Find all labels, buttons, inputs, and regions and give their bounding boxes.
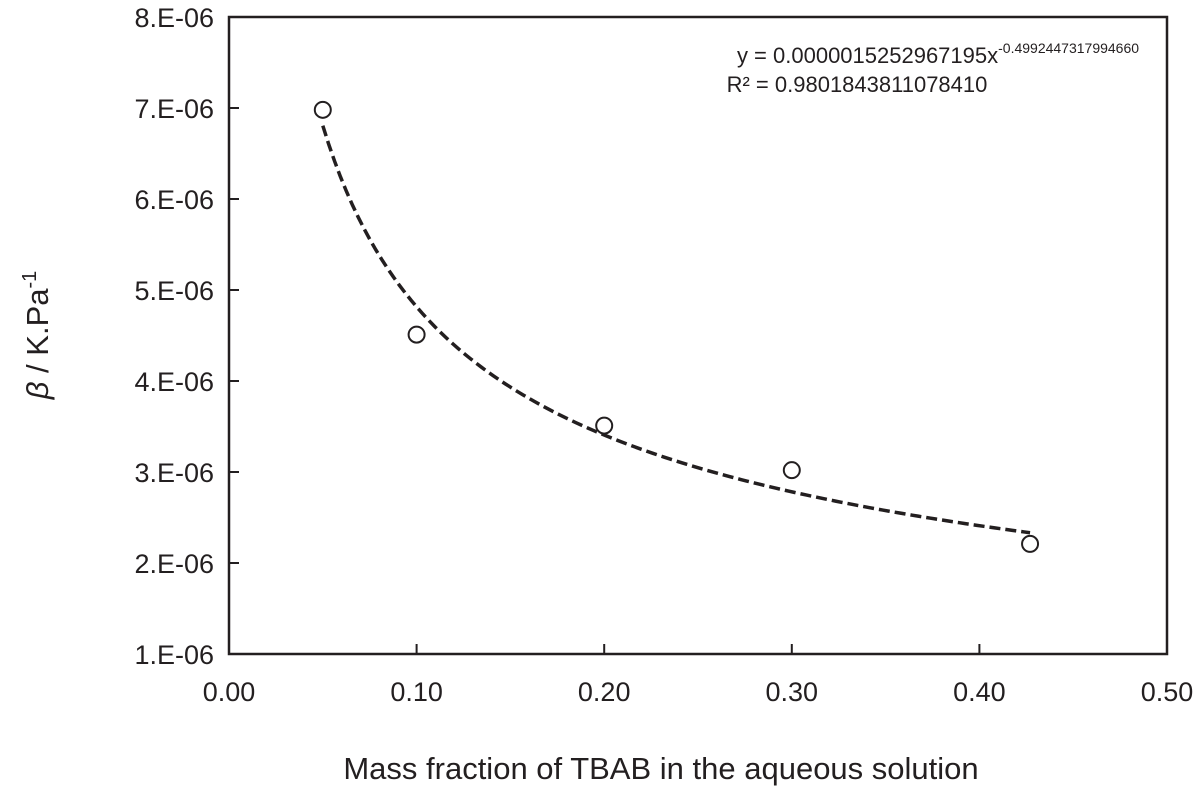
trendline-equation-exponent: -0.4992447317994660 [998,40,1139,56]
y-axis-title-symbol: β [20,382,55,401]
y-tick-label: 4.E-06 [134,367,214,397]
y-tick-label: 1.E-06 [134,640,214,670]
y-axis-title-unit: / K.Pa [20,288,55,382]
x-tick-label: 0.10 [390,677,443,707]
y-axis-ticks: 1.E-06 2.E-06 3.E-06 4.E-06 5.E-06 6.E-06 7.E-… [134,3,239,670]
trendline-layer [321,125,1031,535]
x-tick-label: 0.30 [766,677,819,707]
y-tick-label: 6.E-06 [134,185,214,215]
x-tick-label: 0.40 [953,677,1006,707]
x-axis-title: Mass fraction of TBAB in the aqueous sol… [343,751,978,786]
trendline-r-squared: R² = 0.9801843811078410 [727,72,988,97]
x-tick-label: 0.00 [203,677,256,707]
x-tick-label: 0.50 [1141,677,1194,707]
y-tick-label: 7.E-06 [134,94,214,124]
x-tick-label: 0.20 [578,677,631,707]
plot-area-frame [227,15,1169,656]
y-tick-label: 3.E-06 [134,458,214,488]
y-tick-label: 8.E-06 [134,3,214,33]
trendline-equation: y = 0.0000015252967195x-0.49924473179946… [737,40,1139,68]
y-axis-title-superscript: -1 [19,271,41,289]
y-tick-label: 2.E-06 [134,549,214,579]
trendline [321,125,1031,535]
data-point [595,416,614,435]
data-point [407,325,426,344]
y-axis-title: β / K.Pa-1 [19,271,55,401]
x-axis-ticks: 0.00 0.10 0.20 0.30 0.40 0.50 [203,644,1194,707]
trendline-equation-lhs: y = 0.0000015252967195x [737,43,998,68]
data-point [313,100,332,119]
data-point [1021,534,1040,553]
data-point [782,461,801,480]
y-tick-label: 5.E-06 [134,276,214,306]
data-points [313,100,1040,553]
